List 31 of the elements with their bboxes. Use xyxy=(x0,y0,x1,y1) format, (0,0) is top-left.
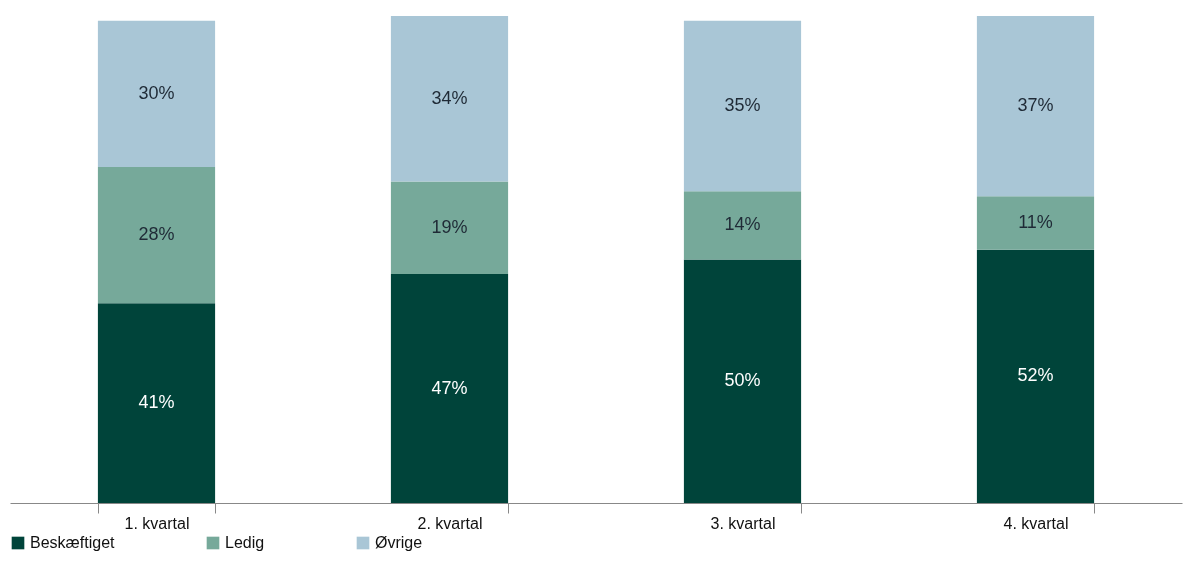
data-label: 34% xyxy=(431,87,468,108)
data-label: 14% xyxy=(724,214,761,235)
bar xyxy=(390,181,509,275)
data-label: 47% xyxy=(431,377,468,398)
data-label: 30% xyxy=(138,82,175,103)
legend-label: Ledig xyxy=(225,534,265,551)
legend-label: Øvrige xyxy=(375,534,423,551)
data-label: 19% xyxy=(431,216,468,237)
x-tick-label: 4. kvartal xyxy=(1003,514,1069,532)
bar xyxy=(97,166,216,304)
bar xyxy=(683,20,802,192)
data-label: 37% xyxy=(1017,95,1054,116)
bar xyxy=(97,20,216,167)
bar xyxy=(976,16,1095,197)
legend-label: Beskæftiget xyxy=(30,534,116,551)
bar xyxy=(683,259,802,503)
x-tick-label: 2. kvartal xyxy=(417,514,483,532)
bar xyxy=(976,196,1095,250)
bar xyxy=(390,16,509,182)
data-label: 28% xyxy=(138,224,175,245)
bar xyxy=(97,303,216,503)
x-tick-label: 1. kvartal xyxy=(124,514,190,532)
data-label: 11% xyxy=(1018,211,1053,232)
data-label: 52% xyxy=(1017,365,1054,386)
data-label: 35% xyxy=(724,95,761,116)
bar xyxy=(976,249,1095,503)
x-tick-label: 3. kvartal xyxy=(710,514,776,532)
bar xyxy=(683,191,802,260)
bar xyxy=(390,274,509,503)
data-label: 41% xyxy=(138,392,175,413)
data-label: 50% xyxy=(724,370,761,391)
